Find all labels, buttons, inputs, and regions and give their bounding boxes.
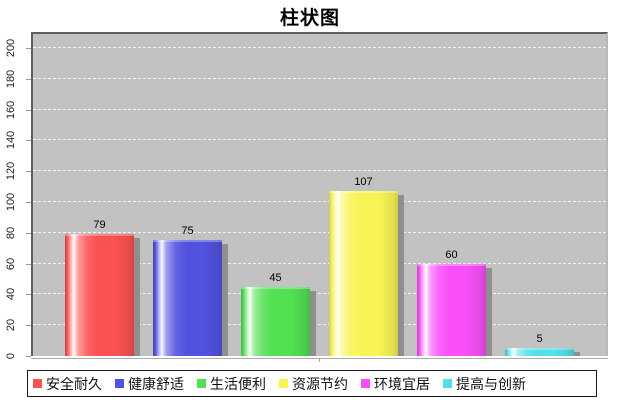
y-gridline bbox=[33, 77, 606, 79]
y-gridline bbox=[33, 108, 606, 110]
bar-value-label: 45 bbox=[269, 272, 282, 284]
y-gridline bbox=[33, 139, 606, 141]
y-axis-tick bbox=[26, 356, 31, 357]
y-axis-tick-label: 180 bbox=[5, 69, 17, 88]
legend-label: 提高与创新 bbox=[456, 377, 526, 393]
legend-label: 生活便利 bbox=[210, 377, 266, 393]
legend-swatch bbox=[33, 379, 42, 388]
y-gridline bbox=[33, 231, 606, 233]
bar-value-label: 75 bbox=[181, 225, 194, 237]
y-axis-tick-label: 100 bbox=[5, 192, 17, 212]
legend-swatch bbox=[279, 379, 288, 388]
plot-area: 79 75 45 107 60 5 bbox=[31, 32, 608, 356]
legend-item-提高与创新: 提高与创新 bbox=[443, 374, 526, 394]
legend-item-生活便利: 生活便利 bbox=[197, 374, 266, 394]
y-axis-tick bbox=[26, 109, 31, 111]
bar-健康舒适 bbox=[153, 240, 222, 356]
y-axis-tick-label: 40 bbox=[5, 288, 17, 301]
y-axis-tick bbox=[26, 325, 31, 327]
y-axis-tick-label: 0 bbox=[5, 352, 17, 360]
bar-提高与创新 bbox=[505, 348, 574, 356]
y-axis-tick-label: 140 bbox=[5, 131, 17, 150]
y-gridline bbox=[33, 46, 606, 48]
y-gridline bbox=[33, 200, 606, 202]
y-axis-tick-label: 20 bbox=[5, 319, 17, 332]
chart-title: 柱状图 bbox=[279, 8, 340, 29]
legend-label: 环境宜居 bbox=[374, 377, 430, 393]
bar-安全耐久 bbox=[65, 234, 134, 356]
bar-value-label: 5 bbox=[536, 333, 543, 345]
bar-资源节约 bbox=[329, 191, 398, 356]
legend-swatch bbox=[115, 379, 124, 388]
y-axis-tick bbox=[26, 47, 31, 49]
y-axis-tick bbox=[26, 232, 31, 234]
y-axis-tick bbox=[26, 263, 31, 265]
y-axis-tick-label: 60 bbox=[5, 257, 17, 270]
legend-label: 安全耐久 bbox=[46, 377, 102, 393]
legend-label: 健康舒适 bbox=[128, 377, 184, 393]
legend-swatch bbox=[443, 379, 452, 388]
bar-环境宜居 bbox=[417, 264, 486, 356]
y-gridline bbox=[33, 262, 606, 264]
legend: 安全耐久 健康舒适 生活便利 资源节约 环境宜居 提高与创新 bbox=[27, 370, 597, 397]
y-axis-tick bbox=[26, 140, 31, 142]
legend-item-资源节约: 资源节约 bbox=[279, 374, 348, 394]
legend-label: 资源节约 bbox=[292, 377, 348, 393]
y-axis-tick bbox=[26, 78, 31, 80]
y-axis-tick-label: 160 bbox=[5, 100, 17, 119]
y-axis-tick-label: 200 bbox=[5, 38, 17, 58]
legend-item-环境宜居: 环境宜居 bbox=[361, 374, 430, 394]
y-gridline bbox=[33, 293, 606, 295]
y-gridline bbox=[33, 170, 606, 172]
y-gridline bbox=[33, 324, 606, 326]
y-axis-tick-label: 120 bbox=[5, 161, 17, 181]
bar-value-label: 79 bbox=[93, 219, 106, 231]
legend-swatch bbox=[361, 379, 370, 388]
bar-生活便利 bbox=[241, 287, 310, 356]
bar-value-label: 60 bbox=[445, 249, 458, 261]
legend-item-安全耐久: 安全耐久 bbox=[33, 374, 102, 394]
x-axis-tick bbox=[319, 358, 320, 362]
bar-value-label: 107 bbox=[354, 176, 373, 188]
y-axis-tick bbox=[26, 201, 31, 203]
legend-swatch bbox=[197, 379, 206, 388]
y-axis-tick bbox=[26, 294, 31, 296]
legend-item-健康舒适: 健康舒适 bbox=[115, 374, 184, 394]
y-axis-tick bbox=[26, 171, 31, 173]
y-axis-tick-label: 80 bbox=[5, 226, 17, 239]
